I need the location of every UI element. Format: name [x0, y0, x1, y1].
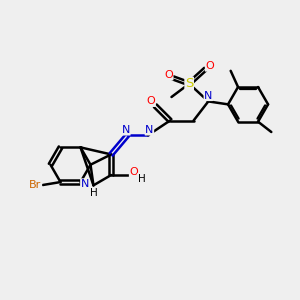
Text: N: N [204, 91, 212, 100]
Text: H: H [90, 188, 97, 198]
Text: O: O [146, 96, 155, 106]
Text: O: O [206, 61, 214, 71]
Text: N: N [122, 125, 130, 135]
Text: N: N [81, 179, 89, 189]
Text: O: O [164, 70, 173, 80]
Text: Br: Br [29, 180, 42, 190]
Text: O: O [129, 167, 138, 177]
Text: H: H [138, 174, 145, 184]
Text: S: S [185, 77, 193, 90]
Text: N: N [145, 125, 154, 135]
